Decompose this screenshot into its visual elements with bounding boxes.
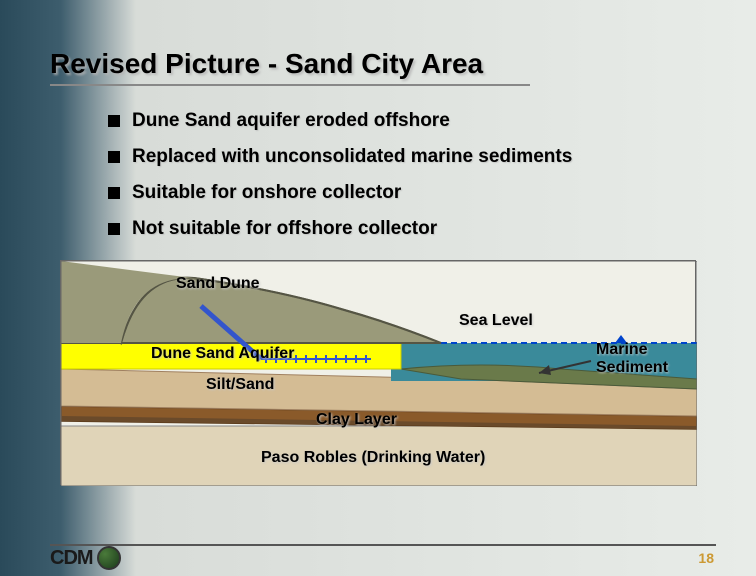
label-marine-sediment: Marine Sediment <box>596 341 686 376</box>
label-paso-robles: Paso Robles (Drinking Water) <box>261 449 485 467</box>
bullet-item: Dune Sand aquifer eroded offshore <box>108 110 572 132</box>
bullet-text: Replaced with unconsolidated marine sedi… <box>132 146 572 168</box>
bullet-square-icon <box>108 223 120 235</box>
bullet-square-icon <box>108 151 120 163</box>
label-sea-level: Sea Level <box>459 312 533 330</box>
label-sand-dune: Sand Dune <box>176 275 260 293</box>
title-underline <box>50 84 530 86</box>
bullet-text: Not suitable for offshore collector <box>132 218 437 240</box>
bullet-item: Replaced with unconsolidated marine sedi… <box>108 146 572 168</box>
bullet-text: Dune Sand aquifer eroded offshore <box>132 110 450 132</box>
bullet-item: Suitable for onshore collector <box>108 182 572 204</box>
page-number: 18 <box>698 550 714 566</box>
bullet-square-icon <box>108 115 120 127</box>
footer-divider <box>50 544 716 546</box>
bullet-text: Suitable for onshore collector <box>132 182 401 204</box>
globe-icon <box>97 546 121 570</box>
label-silt-sand: Silt/Sand <box>206 376 274 394</box>
label-dune-sand-aquifer: Dune Sand Aquifer <box>151 345 294 363</box>
slide-title: Revised Picture - Sand City Area <box>50 48 483 80</box>
logo: CDM <box>50 546 121 570</box>
bullet-list: Dune Sand aquifer eroded offshore Replac… <box>108 110 572 254</box>
cross-section-diagram: Sand Dune Sea Level Dune Sand Aquifer Ma… <box>60 260 696 485</box>
bullet-square-icon <box>108 187 120 199</box>
logo-text: CDM <box>50 547 93 570</box>
label-clay-layer: Clay Layer <box>316 411 397 429</box>
bullet-item: Not suitable for offshore collector <box>108 218 572 240</box>
